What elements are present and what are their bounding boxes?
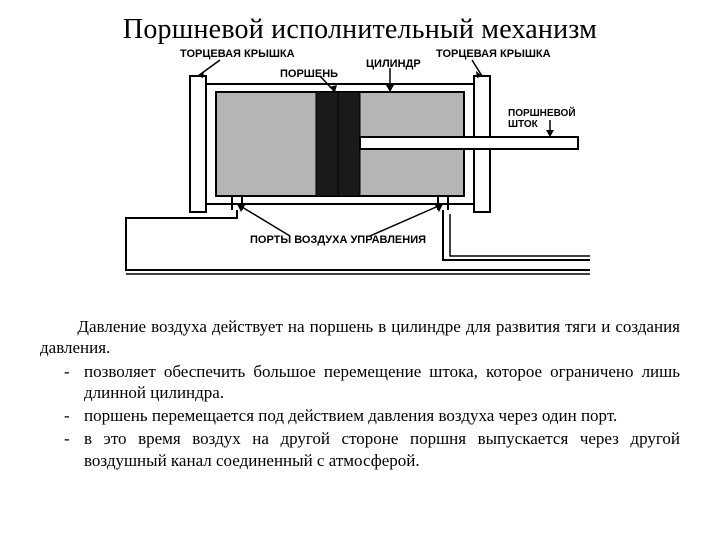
list-item: позволяет обеспечить большое перемещение… [64,361,680,404]
label-endcap-right: ТОРЦЕВАЯ КРЫШКА [436,48,551,60]
label-rod: ПОРШНЕВОЙ ШТОК [508,108,600,130]
diagram-figure: ТОРЦЕВАЯ КРЫШКА ТОРЦЕВАЯ КРЫШКА ЦИЛИНДР … [120,54,600,284]
list-item: поршень перемещается под действием давле… [64,405,680,426]
label-cylinder: ЦИЛИНДР [366,58,421,70]
label-endcap-left: ТОРЦЕВАЯ КРЫШКА [180,48,295,60]
piston-diagram-svg [120,54,600,284]
description-text: Давление воздуха действует на поршень в … [40,316,680,471]
intro-paragraph: Давление воздуха действует на поршень в … [40,316,680,359]
label-piston: ПОРШЕНЬ [280,68,338,80]
list-item: в это время воздух на другой стороне пор… [64,428,680,471]
bullet-list: позволяет обеспечить большое перемещение… [40,361,680,471]
label-ports: ПОРТЫ ВОЗДУХА УПРАВЛЕНИЯ [250,234,426,246]
page-title: Поршневой исполнительный механизм [0,14,720,46]
